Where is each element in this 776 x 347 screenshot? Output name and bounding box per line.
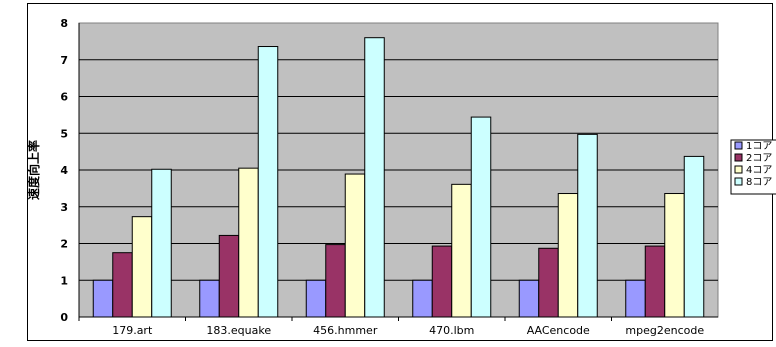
bar <box>325 244 346 318</box>
bar <box>257 46 279 318</box>
x-tick-label: 470.lbm <box>429 324 474 337</box>
bar <box>557 193 579 318</box>
y-tick-label: 5 <box>60 127 68 140</box>
bar <box>412 279 433 318</box>
y-tick-label: 8 <box>60 17 68 30</box>
bar <box>431 245 453 318</box>
legend-swatch <box>734 165 743 174</box>
bar <box>344 173 366 318</box>
bar <box>364 37 385 318</box>
bar <box>518 279 540 318</box>
x-tick-label: mpeg2encode <box>625 324 704 337</box>
bar <box>664 193 685 318</box>
bar <box>131 216 153 318</box>
x-tick-label: 179.art <box>112 324 153 337</box>
y-tick-label: 1 <box>60 274 68 287</box>
bar <box>92 279 114 318</box>
bar <box>470 116 492 318</box>
bar <box>218 234 240 318</box>
y-tick-label: 2 <box>60 238 68 251</box>
x-tick-label: 183.equake <box>206 324 271 337</box>
y-axis-title: 速度向上率 <box>26 140 41 200</box>
y-tick-label: 3 <box>60 201 68 214</box>
bar <box>238 167 259 318</box>
y-tick-label: 6 <box>60 91 68 104</box>
legend-label: 8コア <box>746 177 772 188</box>
legend-swatch <box>734 141 743 150</box>
legend-label: 4コア <box>746 165 772 176</box>
bar <box>151 168 172 318</box>
bar <box>644 245 666 318</box>
y-tick-label: 4 <box>60 164 68 177</box>
legend-swatch <box>734 177 743 186</box>
bar <box>112 252 133 318</box>
bar <box>305 279 327 318</box>
bar <box>625 279 646 318</box>
bar <box>683 155 705 318</box>
bar <box>199 279 220 318</box>
bar <box>451 183 472 318</box>
legend-label: 1コア <box>746 141 772 152</box>
legend-label: 2コア <box>746 153 772 164</box>
bar <box>577 133 598 318</box>
bar <box>538 247 559 318</box>
y-tick-label: 0 <box>60 311 68 324</box>
x-tick-label: AACencode <box>527 324 590 337</box>
y-tick-label: 7 <box>60 54 68 67</box>
x-tick-label: 456.hmmer <box>313 324 378 337</box>
legend-swatch <box>734 153 743 162</box>
